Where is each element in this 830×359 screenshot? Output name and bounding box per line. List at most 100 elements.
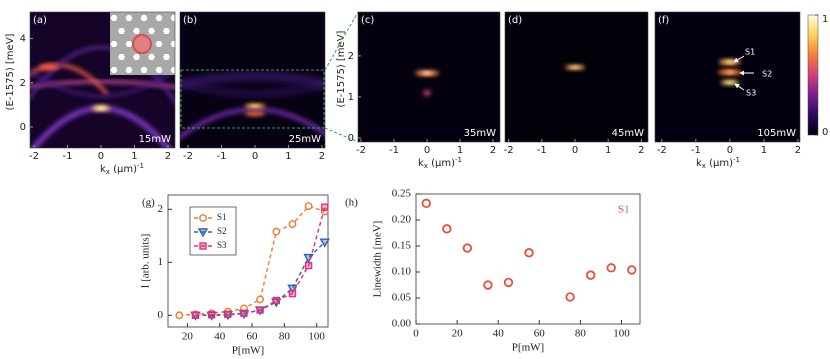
y-tick-label: 4 <box>20 34 26 45</box>
inset-hole <box>133 53 140 61</box>
x-tick-label: 20 <box>452 328 464 340</box>
marker <box>175 311 184 320</box>
intensity-band <box>180 106 325 141</box>
heatmap-image <box>180 12 325 148</box>
marker <box>191 311 200 320</box>
intensity-spot <box>423 89 432 96</box>
marker <box>288 220 297 229</box>
power-label: 25mW <box>289 134 321 145</box>
heatmap-background <box>505 12 648 142</box>
intensity-spot <box>726 81 733 84</box>
y-tick-label: 0 <box>20 122 26 133</box>
marker <box>585 270 596 280</box>
x-tick-label: 1 <box>457 145 463 156</box>
marker <box>524 248 534 258</box>
x-axis-label: kx (μm)-1 <box>100 162 144 176</box>
x-axis-label-part: -1 <box>733 156 740 164</box>
marker <box>319 238 330 248</box>
y-tick-label: 0 <box>158 309 164 321</box>
marker <box>304 261 313 270</box>
marker <box>303 253 314 263</box>
x-axis-label: P[mW] <box>232 345 264 357</box>
x-tick-label: 0 <box>572 145 578 156</box>
panel-label: (b) <box>183 15 197 26</box>
y-tick-label: 1 <box>348 92 354 103</box>
inset-site <box>132 34 152 54</box>
y-axis-label: I [arb. units] <box>140 234 152 289</box>
inset-hole <box>133 27 140 35</box>
series-line <box>195 207 326 317</box>
peak-label: S3 <box>746 89 756 98</box>
x-axis-label-part: (μm) <box>706 158 733 169</box>
marker <box>442 224 452 234</box>
x-tick-label: 0 <box>413 328 419 340</box>
x-tick-label: 40 <box>493 328 505 340</box>
heatmap-image <box>358 12 500 142</box>
series-line <box>179 205 325 317</box>
x-tick-label: 1 <box>605 145 611 156</box>
peak-label: S1 <box>745 48 755 57</box>
heatmap-image <box>505 12 648 142</box>
x-tick-label: -1 <box>389 145 399 156</box>
y-tick-label: 2 <box>20 78 26 89</box>
y-tick-label: 0.10 <box>392 266 412 278</box>
y-tick-label: 0 <box>348 133 354 144</box>
marker <box>421 198 431 209</box>
marker <box>503 277 514 288</box>
intensity-band <box>180 80 325 97</box>
x-tick-label: 100 <box>308 331 325 343</box>
inset-hole <box>118 27 125 35</box>
x-axis-label-part: k <box>100 164 106 175</box>
inset-hole <box>170 14 175 22</box>
marker <box>199 242 207 250</box>
inset-hole <box>155 40 163 48</box>
legend-label: S1 <box>217 212 227 222</box>
x-tick-label: 2 <box>319 151 325 162</box>
intensity-band <box>30 66 175 98</box>
inset-hole <box>163 27 170 35</box>
x-tick-label: 2 <box>165 151 171 162</box>
legend-label: S3 <box>217 240 227 250</box>
marker <box>606 263 616 273</box>
inset-hole <box>148 27 155 35</box>
marker <box>271 298 282 308</box>
marker <box>240 309 248 317</box>
intensity-spot <box>252 104 259 108</box>
marker <box>256 306 264 314</box>
inset-hole <box>163 53 170 61</box>
x-axis-label-part: x <box>702 162 706 170</box>
plot: 0 20 40 60 80 100 0.00 0.05 0.10 0.15 0.20 0.25 P[mW… <box>345 188 641 354</box>
panel-frame <box>29 11 176 149</box>
x-tick-label: 0 <box>98 151 104 162</box>
marker <box>197 228 209 238</box>
x-tick-label: 0 <box>424 145 430 156</box>
marker <box>256 295 265 304</box>
panel-frame <box>179 11 326 149</box>
zoom-line <box>324 11 359 71</box>
x-tick-label: 1 <box>761 145 767 156</box>
colorbar-tick-label: 0 <box>822 127 828 138</box>
axes-frame <box>415 193 641 325</box>
x-tick-label: 100 <box>613 328 630 340</box>
zoom-line <box>324 127 359 143</box>
marker <box>224 310 232 318</box>
legend-label: S2 <box>217 226 227 236</box>
heatmap-image <box>655 12 800 142</box>
power-label: 15mW <box>139 134 171 145</box>
x-tick-label: -1 <box>537 145 547 156</box>
peak-label: S2 <box>762 70 772 79</box>
inset-hole <box>110 66 118 74</box>
marker <box>199 214 207 222</box>
intensity-spot <box>245 111 266 117</box>
x-tick-label: -2 <box>657 145 667 156</box>
x-tick-label: 2 <box>638 145 644 156</box>
plot: 20 40 60 80 100 0 1 2 P[mW] I [arb. units] (g) S1 S2… <box>140 194 330 357</box>
marker <box>304 202 313 211</box>
intensity-spot <box>422 71 433 75</box>
heatmap-background <box>655 12 800 142</box>
marker <box>462 243 473 253</box>
inset-hole <box>118 53 125 61</box>
power-label: 45mW <box>612 128 644 139</box>
